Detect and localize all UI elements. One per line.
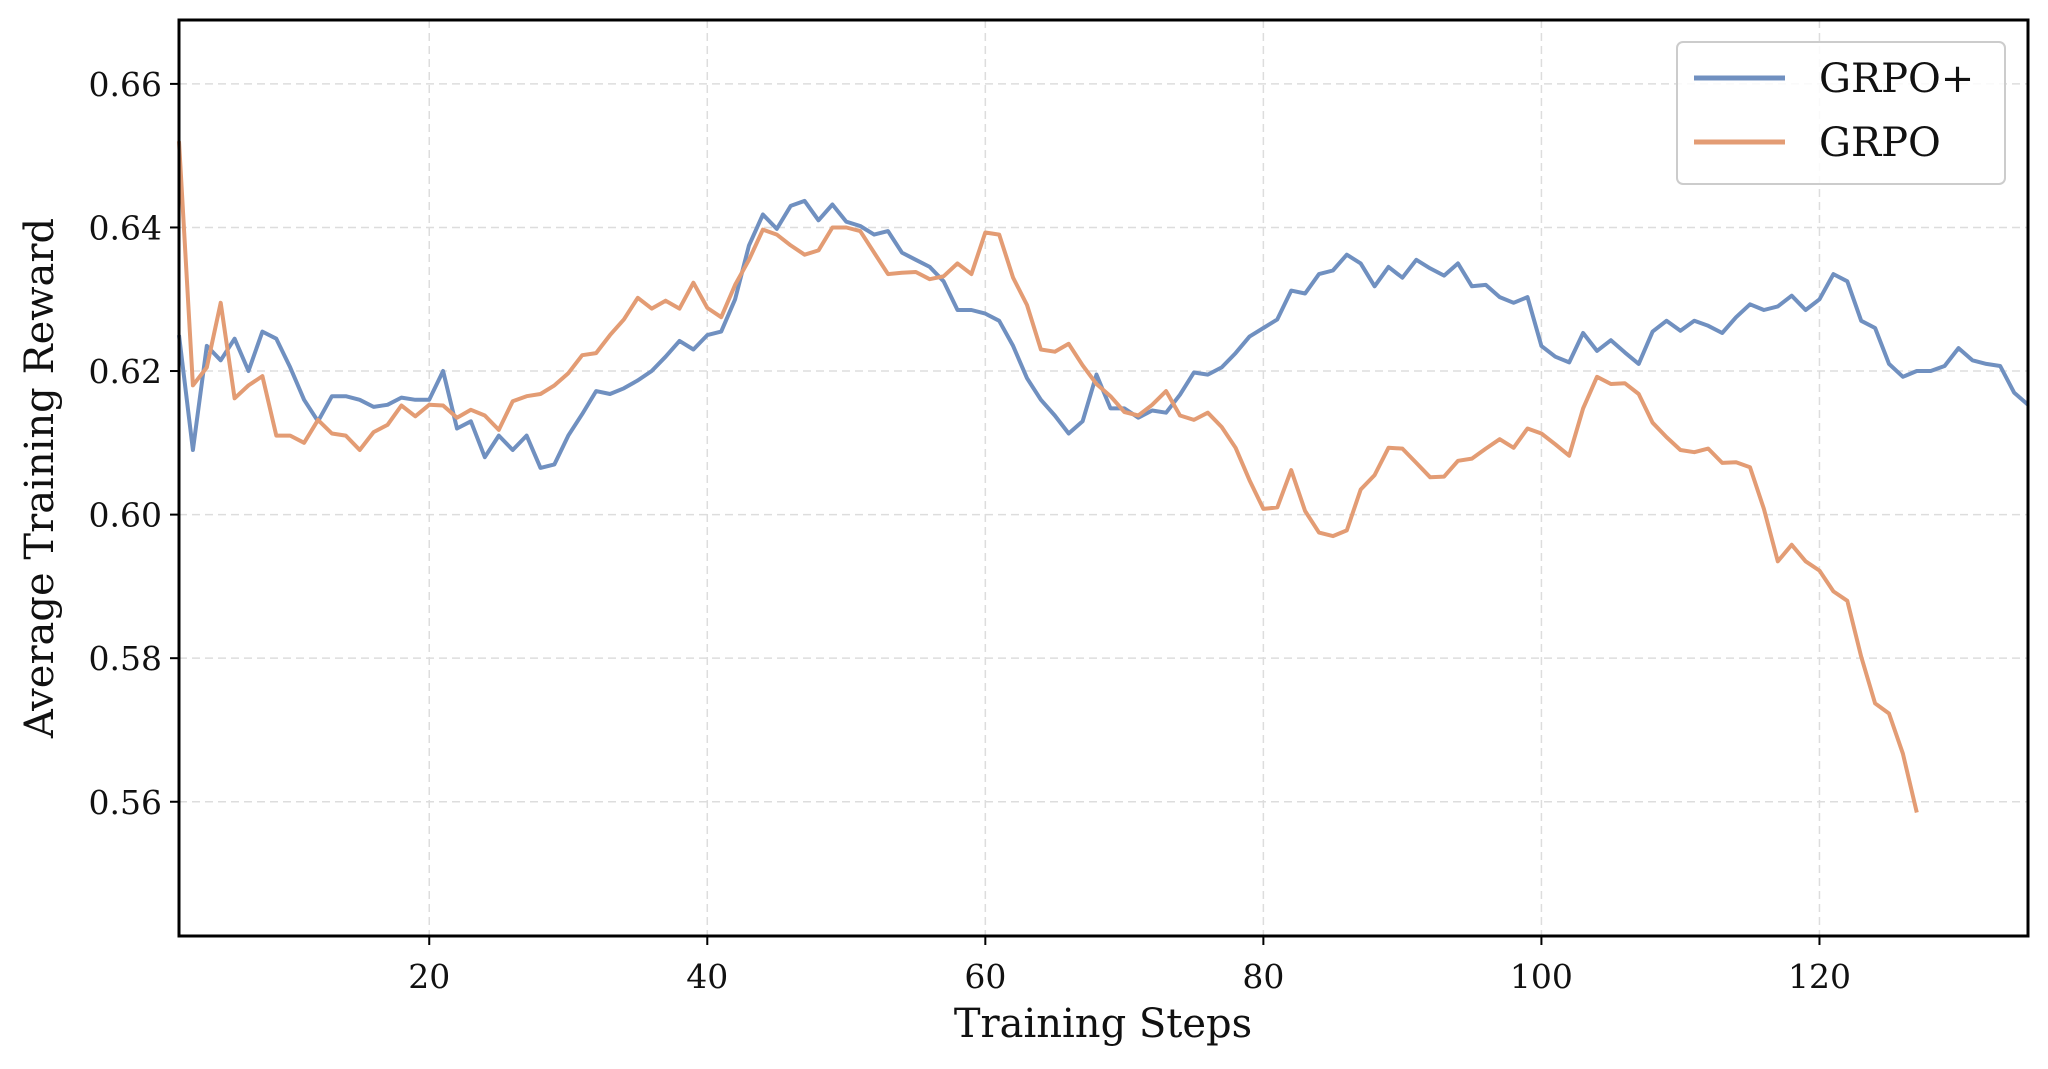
x-tick-label: 20	[408, 957, 450, 996]
x-tick-label: 100	[1510, 957, 1573, 996]
x-tick-label: 40	[686, 957, 728, 996]
series-line-grpo	[177, 141, 1919, 813]
y-tick-label: 0.64	[89, 208, 162, 247]
y-tick-label: 0.58	[89, 639, 162, 678]
y-tick-label: 0.66	[89, 65, 162, 104]
x-axis: 20 40 60 80 100 120	[408, 936, 1851, 996]
grid	[179, 20, 2028, 936]
legend-label-grpo: GRPO	[1819, 120, 1941, 166]
x-tick-label: 60	[964, 957, 1006, 996]
legend-label-grpo-plus: GRPO+	[1819, 56, 1974, 102]
y-axis: 0.56 0.58 0.60 0.62 0.64 0.66	[89, 65, 179, 822]
y-tick-label: 0.60	[89, 496, 162, 535]
y-tick-label: 0.56	[89, 783, 162, 822]
y-axis-label: Average Training Reward	[17, 218, 63, 739]
plot-frame	[177, 18, 2030, 938]
legend: GRPO+ GRPO	[1676, 41, 2006, 185]
series-lines	[177, 141, 2030, 813]
x-tick-label: 80	[1242, 957, 1284, 996]
y-tick-label: 0.62	[89, 352, 162, 391]
x-axis-label: Training Steps	[954, 1001, 1252, 1047]
x-tick-label: 120	[1788, 957, 1851, 996]
series-line-grpo-plus	[177, 198, 2030, 470]
